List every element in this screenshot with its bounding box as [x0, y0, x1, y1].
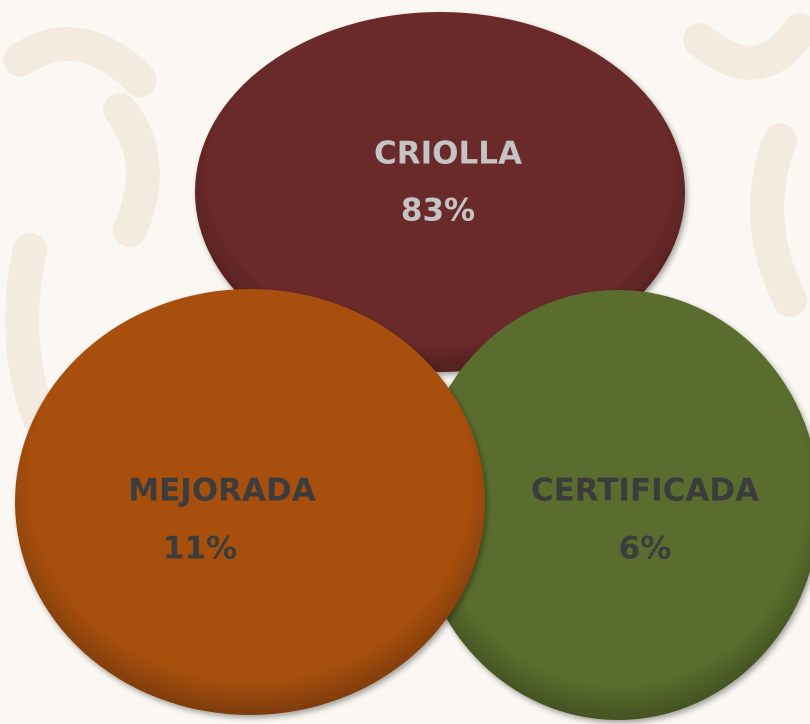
background-pattern	[3, 13, 810, 437]
node-value: 11%	[163, 531, 237, 567]
node-label: CRIOLLA	[374, 136, 522, 172]
node-label: MEJORADA	[128, 473, 316, 509]
circle-mejorada	[15, 289, 485, 715]
node-label: CERTIFICADA	[531, 473, 759, 509]
node-value: 6%	[619, 531, 672, 567]
circle-certificada	[416, 290, 810, 720]
circle-criolla	[195, 12, 685, 372]
node-value: 83%	[401, 193, 475, 229]
